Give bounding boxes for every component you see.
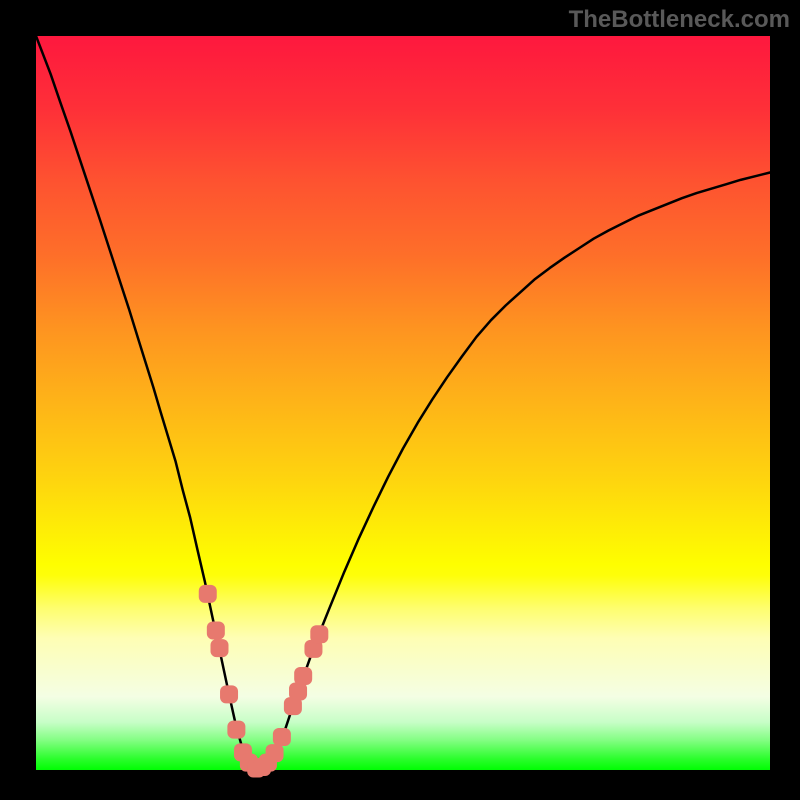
data-point — [227, 721, 245, 739]
data-point — [289, 682, 307, 700]
data-point — [199, 585, 217, 603]
data-point — [207, 622, 225, 640]
data-point — [310, 625, 328, 643]
chart-svg — [0, 0, 800, 800]
data-point — [266, 744, 284, 762]
plot-background-gradient — [36, 36, 770, 770]
chart-canvas: TheBottleneck.com — [0, 0, 800, 800]
data-point — [220, 685, 238, 703]
watermark-text: TheBottleneck.com — [569, 6, 790, 34]
data-point — [273, 728, 291, 746]
data-point — [211, 639, 229, 657]
data-point — [294, 667, 312, 685]
